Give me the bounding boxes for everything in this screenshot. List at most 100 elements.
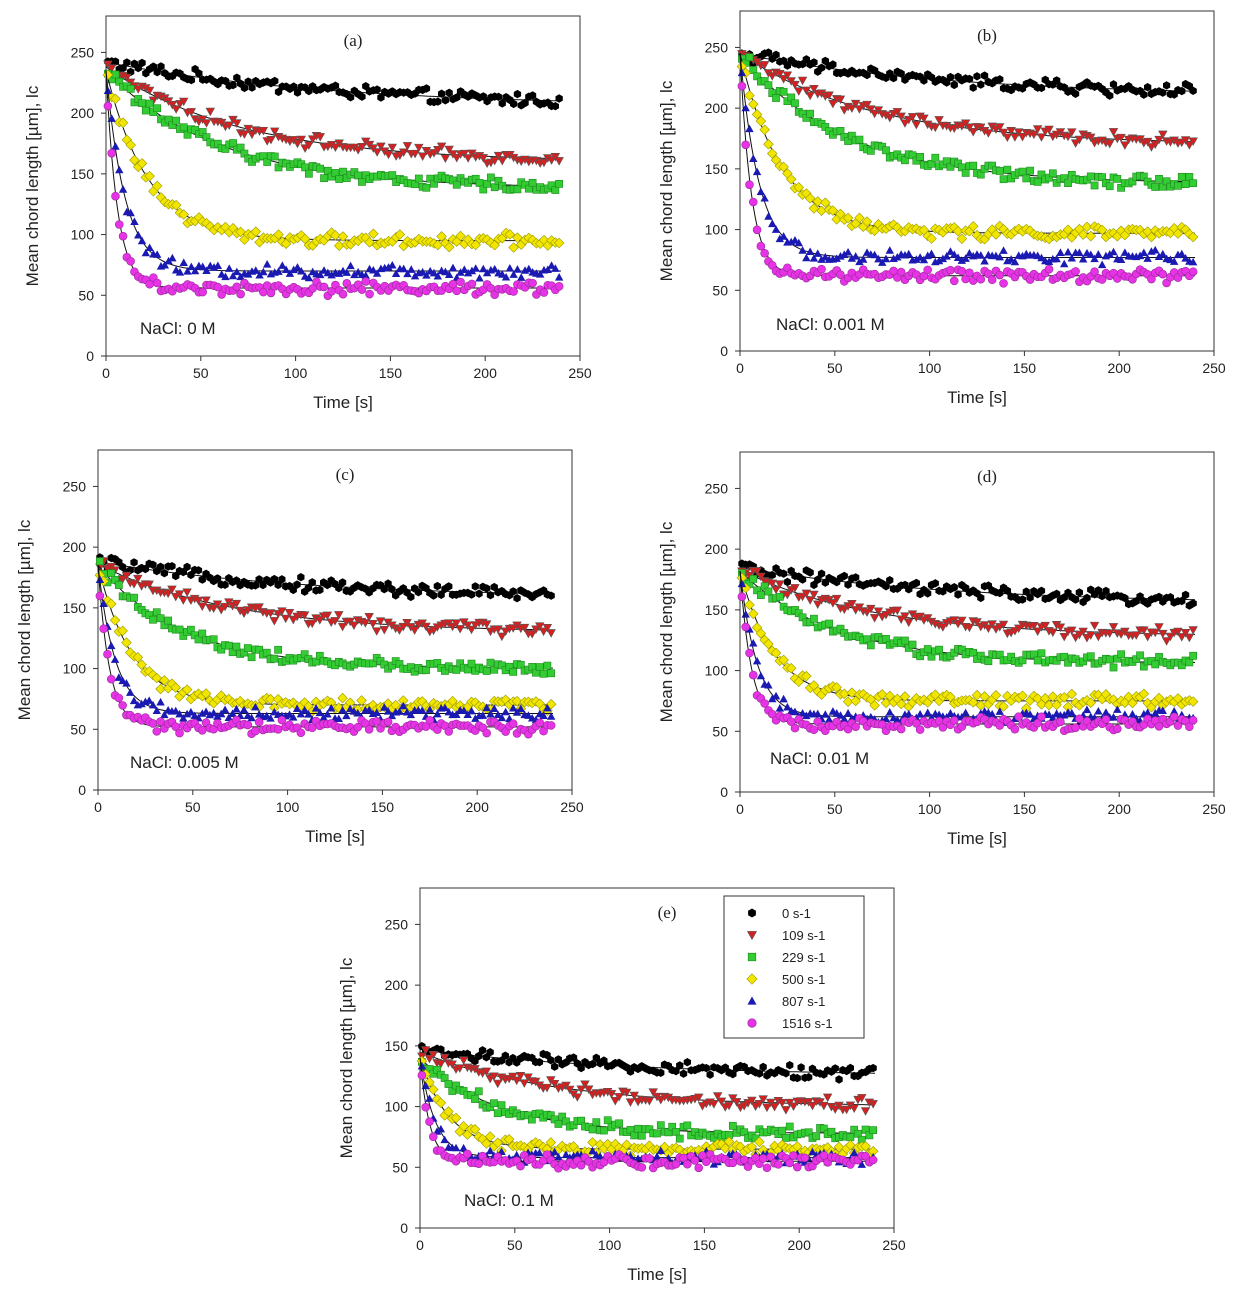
data-point — [513, 594, 521, 603]
data-point — [751, 109, 763, 120]
data-point — [1029, 622, 1039, 631]
data-point — [194, 566, 203, 575]
diamond-icon — [746, 973, 758, 985]
data-point — [510, 99, 518, 109]
data-point — [896, 267, 906, 277]
data-point — [323, 709, 332, 718]
data-point — [543, 703, 552, 712]
data-point — [824, 91, 834, 101]
data-point — [443, 1106, 454, 1117]
data-point — [945, 691, 956, 703]
data-point — [248, 83, 256, 92]
data-point — [152, 250, 162, 258]
data-point — [1127, 697, 1138, 709]
data-point — [919, 255, 929, 264]
data-point — [315, 708, 325, 717]
data-point — [637, 1131, 646, 1140]
data-point — [297, 266, 306, 275]
data-point — [466, 625, 477, 635]
data-point — [330, 230, 341, 241]
data-point — [912, 255, 921, 263]
data-point — [175, 728, 184, 738]
series-0-s-1 — [738, 48, 1197, 100]
data-point — [299, 611, 310, 620]
data-point — [702, 1157, 711, 1167]
data-point — [768, 694, 777, 703]
data-point — [270, 574, 278, 584]
data-point — [335, 175, 344, 183]
nacl-annotation: NaCl: 0.005 M — [130, 753, 239, 772]
data-point — [513, 265, 522, 273]
data-point — [1154, 623, 1164, 632]
data-point — [850, 99, 861, 109]
data-point — [284, 609, 295, 618]
data-point — [121, 571, 132, 581]
data-point — [277, 607, 287, 616]
data-point — [452, 180, 461, 189]
data-point — [126, 256, 135, 266]
data-point — [179, 567, 187, 577]
data-point — [160, 569, 168, 578]
data-point — [785, 174, 797, 185]
data-point — [117, 575, 128, 584]
data-point — [115, 165, 124, 174]
data-point — [262, 648, 271, 657]
data-point — [229, 80, 237, 90]
data-point — [1113, 175, 1122, 183]
data-point — [167, 585, 177, 595]
data-point — [1017, 133, 1028, 142]
panel-c: 0 50 100 150 200 250 0 50 100 150 200 250 Time [s] Me… — [15, 449, 584, 846]
data-point — [111, 142, 120, 150]
data-point — [437, 590, 445, 599]
data-point — [775, 592, 784, 601]
data-point — [995, 252, 1004, 261]
data-point — [897, 69, 905, 78]
data-point — [254, 717, 264, 727]
data-point — [956, 233, 968, 244]
series-807-s-1 — [103, 86, 564, 282]
data-point — [198, 262, 207, 271]
data-point — [463, 1149, 472, 1159]
data-point — [418, 706, 427, 714]
data-point — [810, 58, 818, 67]
data-point — [1108, 128, 1119, 137]
data-point — [782, 590, 793, 600]
data-point — [831, 1064, 839, 1073]
data-point — [748, 197, 758, 207]
data-point — [110, 93, 121, 105]
data-point — [781, 1106, 791, 1115]
data-point — [950, 583, 958, 592]
data-point — [808, 1147, 817, 1156]
data-point — [675, 1134, 684, 1143]
data-point — [452, 286, 462, 296]
data-point — [193, 596, 204, 606]
data-point — [797, 76, 808, 86]
data-point — [755, 115, 767, 127]
data-point — [388, 585, 396, 594]
data-point — [1181, 180, 1190, 188]
data-point — [138, 99, 146, 108]
data-point — [954, 590, 962, 599]
data-point — [923, 251, 932, 260]
data-point — [164, 616, 173, 625]
data-point — [561, 1150, 571, 1159]
data-point — [445, 582, 453, 591]
data-point — [1022, 587, 1030, 596]
y-axis-label: Mean chord length [µm], lc — [657, 521, 676, 722]
data-point — [934, 116, 944, 125]
data-point — [107, 148, 116, 158]
data-point — [183, 562, 191, 572]
y-axis-label: Mean chord length [µm], lc — [23, 85, 42, 286]
data-point — [107, 569, 116, 578]
data-point — [1144, 83, 1152, 92]
data-point — [360, 619, 371, 628]
data-point — [144, 580, 154, 590]
data-point — [653, 1129, 661, 1138]
data-point — [357, 142, 367, 152]
data-point — [987, 709, 997, 718]
data-point — [293, 580, 301, 589]
y-tick-label: 100 — [705, 663, 729, 679]
x-tick-label: 250 — [560, 799, 584, 815]
data-point — [850, 695, 861, 707]
data-point — [436, 231, 447, 242]
